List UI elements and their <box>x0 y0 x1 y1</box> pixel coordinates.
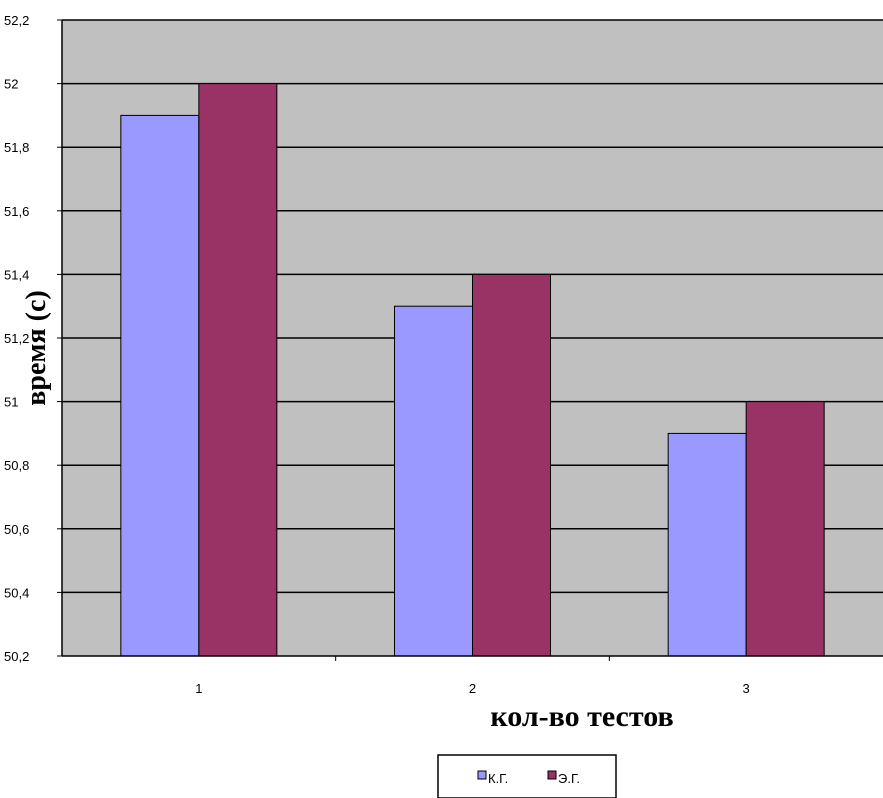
y-tick-label: 50,2 <box>4 649 29 664</box>
y-tick-label: 51,4 <box>4 267 29 282</box>
legend-label-kg: К.Г. <box>488 771 508 786</box>
y-tick-label: 51,8 <box>4 140 29 155</box>
legend-swatch-kg <box>477 770 487 780</box>
x-tick-label: 3 <box>743 681 750 696</box>
y-tick-labels: 50,2 50,4 50,6 50,8 51 51,2 51,4 51,6 51,8 52 52,2 <box>4 13 29 664</box>
y-tick-label: 50,4 <box>4 585 29 600</box>
bar <box>472 273 551 657</box>
x-axis-title: кол-во тестов <box>490 700 673 733</box>
y-tick-label: 50,8 <box>4 458 29 473</box>
axes <box>61 20 883 661</box>
y-tick-label: 50,6 <box>4 522 29 537</box>
bar <box>394 305 473 657</box>
y-axis-title: время (с) <box>21 290 52 405</box>
bar <box>198 83 278 657</box>
y-tick-label: 52,2 <box>4 13 29 28</box>
legend-box <box>437 754 617 798</box>
bars <box>120 83 825 657</box>
legend-label-eg: Э.Г. <box>558 771 580 786</box>
y-tick-label: 52 <box>4 77 18 92</box>
bar <box>120 114 200 657</box>
legend-swatch-eg <box>547 770 557 780</box>
bar <box>745 401 825 657</box>
y-tick-label: 51,6 <box>4 204 29 219</box>
x-tick-label: 1 <box>195 681 202 696</box>
x-tick-label: 2 <box>469 681 476 696</box>
x-tick-labels: 1 2 3 <box>195 681 750 696</box>
y-tick-label: 51 <box>4 395 18 410</box>
bar <box>667 432 747 657</box>
y-tick-label: 51,2 <box>4 331 29 346</box>
legend: К.Г. Э.Г. <box>437 754 617 798</box>
